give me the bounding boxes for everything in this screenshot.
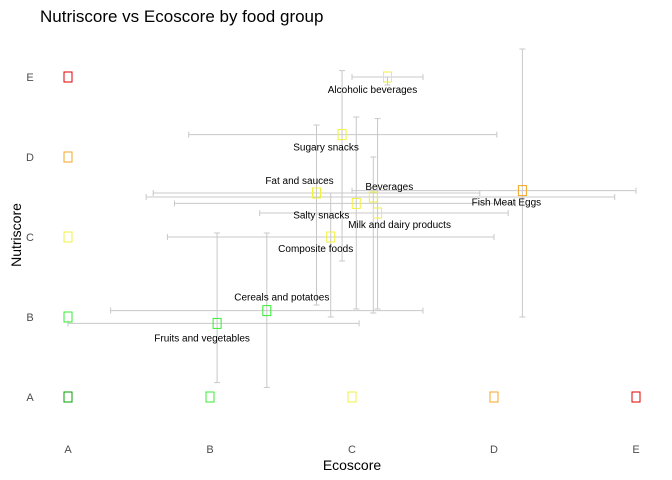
y-axis-grade-marker [63, 151, 73, 163]
x-axis-grade-marker [205, 391, 215, 403]
point-label: Beverages [365, 182, 413, 193]
point-label: Alcoholic beverages [328, 85, 418, 96]
y-axis-grade-marker [63, 311, 73, 323]
y-tick-label: C [26, 232, 34, 244]
data-point [373, 207, 383, 219]
point-label: Fat and sauces [265, 176, 333, 187]
data-points [212, 71, 527, 329]
data-point [212, 317, 222, 329]
point-labels: Fruits and vegetables Cereals and potatoe… [154, 85, 541, 344]
point-label: Milk and dairy products [348, 220, 451, 231]
y-tick-label: A [26, 392, 34, 404]
error-bars [67, 48, 637, 388]
y-tick-label: D [26, 152, 34, 164]
y-axis-grade-marker [63, 231, 73, 243]
x-axis-grade-marker [347, 391, 357, 403]
data-point [517, 185, 527, 197]
x-tick-label: A [64, 444, 72, 456]
y-axis-grade-marker [63, 71, 73, 83]
point-label: Sugary snacks [293, 143, 359, 154]
point-label: Salty snacks [293, 210, 349, 221]
point-label: Fish Meat Eggs [472, 198, 541, 209]
y-tick-label: E [26, 72, 33, 84]
data-point [312, 187, 321, 199]
data-point [262, 305, 272, 317]
y-tick-label: B [26, 312, 33, 324]
chart-title: Nutriscore vs Ecoscore by food group [40, 7, 323, 26]
x-axis-title: Ecoscore [323, 457, 382, 473]
x-tick-label: D [490, 444, 498, 456]
x-tick-label: C [348, 444, 356, 456]
axis-markers [63, 71, 641, 403]
x-axis-grade-marker [63, 391, 73, 403]
data-point [351, 197, 361, 209]
point-label: Cereals and potatoes [234, 293, 329, 304]
x-axis-grade-marker [631, 391, 641, 403]
data-point [326, 231, 336, 243]
data-point [383, 71, 392, 83]
x-tick-label: E [632, 444, 639, 456]
x-tick-label: B [206, 444, 213, 456]
y-axis-title: Nutriscore [8, 203, 24, 267]
x-axis-grade-marker [489, 391, 499, 403]
point-label: Fruits and vegetables [154, 333, 250, 344]
data-point [368, 191, 378, 203]
axis-ticks: A B C D E A B C D E [26, 72, 640, 456]
point-label: Composite foods [278, 244, 353, 255]
data-point [337, 129, 347, 141]
